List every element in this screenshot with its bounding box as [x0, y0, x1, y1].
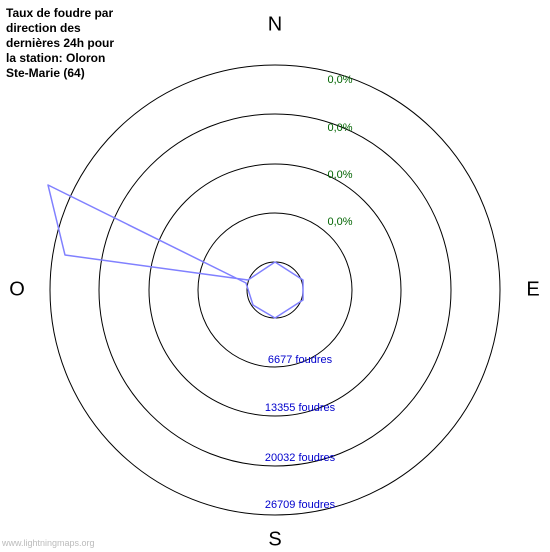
ring-label-bottom: 6677 foudres — [268, 354, 332, 366]
ring-label-top: 0,0% — [327, 169, 352, 181]
attribution: www.lightningmaps.org — [2, 538, 95, 548]
chart-title: Taux de foudre par direction des dernièr… — [6, 6, 116, 81]
ring-label-top: 0,0% — [327, 216, 352, 228]
polar-ring — [247, 262, 303, 318]
cardinal-n: N — [268, 14, 282, 37]
ring-label-top: 0,0% — [327, 122, 352, 134]
polar-data-polygon — [48, 185, 303, 318]
ring-label-top: 0,0% — [327, 74, 352, 86]
ring-label-bottom: 20032 foudres — [265, 452, 335, 464]
cardinal-s: S — [268, 529, 281, 552]
polar-ring — [198, 213, 352, 367]
polar-ring — [50, 65, 500, 515]
cardinal-e: E — [526, 279, 539, 302]
polar-ring — [149, 164, 401, 416]
cardinal-o: O — [9, 279, 25, 302]
ring-label-bottom: 26709 foudres — [265, 499, 335, 511]
ring-label-bottom: 13355 foudres — [265, 402, 335, 414]
